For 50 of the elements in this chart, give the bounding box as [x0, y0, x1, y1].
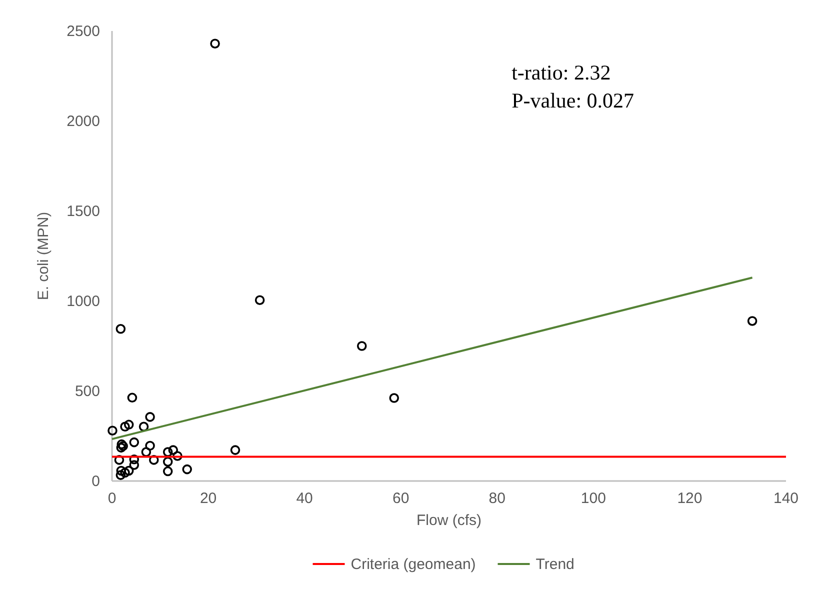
point — [116, 470, 126, 480]
x-tick-label: 40 — [296, 490, 313, 507]
point — [210, 38, 220, 48]
point — [172, 451, 182, 461]
point — [120, 422, 130, 432]
y-tick-label: 500 — [74, 383, 100, 400]
point — [138, 422, 149, 432]
point — [127, 392, 138, 403]
x-tick-label: 100 — [580, 490, 606, 507]
x-tick-label: 120 — [677, 490, 702, 507]
x-tick-label: 140 — [773, 490, 799, 507]
point — [230, 445, 240, 455]
y-tick-label: 2500 — [66, 23, 100, 40]
x-tick-label: 20 — [200, 490, 217, 507]
point — [162, 447, 173, 457]
y-tick-label: 1500 — [66, 203, 100, 220]
point — [182, 464, 192, 474]
point — [148, 455, 159, 465]
legend-label: Criteria (geomean) — [350, 556, 476, 573]
x-tick-label: 80 — [488, 490, 506, 507]
point — [124, 420, 134, 430]
point — [116, 466, 126, 476]
point — [145, 440, 155, 451]
point — [747, 316, 758, 326]
point — [129, 437, 140, 448]
point — [389, 393, 400, 403]
x-tick-label: 60 — [392, 490, 410, 507]
legend-label: Trend — [536, 556, 574, 573]
annotation: P-value: 0.027 — [512, 88, 634, 113]
y-tick-label: 0 — [92, 473, 100, 490]
point — [141, 447, 152, 457]
point — [168, 445, 178, 455]
point — [129, 454, 140, 464]
y-tick-label: 1000 — [66, 293, 100, 310]
point — [129, 460, 140, 470]
y-tick-label: 2000 — [66, 113, 100, 130]
point — [108, 426, 118, 436]
point — [356, 341, 367, 351]
annotation: t-ratio: 2.32 — [512, 60, 611, 85]
point — [254, 295, 265, 305]
point — [162, 466, 173, 476]
x-tick-label: 0 — [108, 490, 116, 507]
point — [145, 412, 155, 422]
x-axis-title: Flow (cfs) — [416, 512, 482, 529]
point — [120, 468, 130, 478]
point — [114, 455, 124, 465]
point — [124, 466, 134, 476]
point — [162, 456, 173, 467]
point — [116, 324, 126, 334]
y-axis-title: E. coli (MPN) — [35, 212, 52, 300]
